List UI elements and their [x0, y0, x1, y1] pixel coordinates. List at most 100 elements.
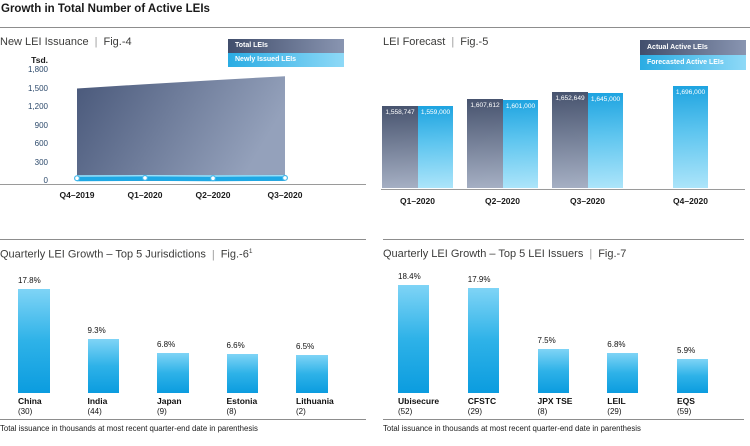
x-axis-label: Q2–2020 [195, 190, 231, 200]
panel-lei-forecast: LEI Forecast | Fig.-5 Actual Active LEIs F… [375, 27, 750, 239]
growth-bar [607, 353, 639, 393]
y-axis-tick: 1,800 [27, 65, 48, 74]
percent-label: 9.3% [87, 325, 106, 335]
chart-title: Quarterly LEI Growth – Top 5 LEI Issuers… [383, 248, 626, 260]
data-point-marker [142, 174, 149, 181]
x-axis-line [0, 184, 366, 185]
growth-bar [226, 354, 258, 393]
title-separator: | [451, 36, 455, 48]
chart-title-text: Quarterly LEI Growth – Top 5 Jurisdictio… [0, 248, 206, 261]
category-sublabel: (29) [467, 407, 483, 416]
growth-bar [467, 288, 499, 393]
chart-title-text: LEI Forecast [383, 36, 446, 48]
growth-bar [157, 353, 189, 393]
percent-label: 18.4% [398, 272, 421, 282]
footnote: Total issuance in thousands at most rece… [383, 424, 641, 433]
percent-label: 6.6% [226, 341, 245, 351]
category-sublabel: (9) [157, 407, 167, 416]
page-title: Growth in Total Number of Active LEIs [1, 3, 210, 15]
actual-active-bar: 1,652,649 [552, 92, 588, 188]
category-sublabel: (8) [226, 407, 237, 416]
data-point-marker [210, 175, 217, 182]
category-sublabel: (44) [87, 407, 102, 416]
y-axis-tick: 0 [43, 176, 48, 185]
growth-bar [677, 358, 708, 393]
percent-label: 5.9% [677, 345, 696, 355]
chart-title: Quarterly LEI Growth – Top 5 Jurisdictio… [0, 248, 252, 261]
bar-value-label: 1,601,000 [505, 102, 536, 110]
header-rule [0, 27, 750, 28]
y-axis-tick: 300 [34, 157, 48, 167]
category-label: Ubisecure [398, 396, 440, 406]
category-label: India [87, 396, 108, 406]
y-axis-tick: 600 [34, 139, 48, 148]
percent-label: 6.8% [607, 340, 626, 350]
x-axis-label: Q4–2020 [673, 196, 708, 206]
category-sublabel: (30) [18, 407, 33, 416]
figure-number: Fig.-5 [460, 36, 489, 48]
section-divider [383, 239, 744, 240]
y-axis-tick: 900 [34, 120, 48, 130]
growth-bar [18, 288, 50, 393]
title-separator: | [211, 248, 215, 261]
x-axis-line [381, 189, 745, 190]
bar-value-label: 1,645,000 [590, 96, 621, 104]
percent-label: 6.5% [296, 342, 315, 351]
figure-number: Fig.-4 [103, 36, 132, 48]
title-separator: | [589, 248, 593, 260]
figure-number: Fig.-6 [220, 248, 249, 261]
category-sublabel: (59) [677, 407, 692, 416]
percent-label: 17.8% [18, 275, 41, 285]
data-point-marker [282, 174, 289, 181]
bar-value-label: 1,652,649 [555, 95, 585, 103]
chart-title: New LEI Issuance | Fig.-4 [0, 36, 132, 48]
forecasted-active-bar: 1,559,000 [418, 106, 453, 188]
category-label: JPX TSE [537, 396, 573, 406]
percent-label: 17.9% [467, 275, 491, 285]
y-axis-tick: 1,500 [27, 83, 48, 93]
panel-top5-lei-issuers: Quarterly LEI Growth – Top 5 LEI Issuers… [375, 239, 750, 446]
legend-item-total-leis: Total LEIs [228, 39, 344, 53]
legend-item-actual-active-leis: Actual Active LEIs [640, 40, 746, 55]
forecasted-active-bar: 1,601,000 [503, 99, 538, 188]
chart-title-text: Quarterly LEI Growth – Top 5 LEI Issuers [383, 248, 584, 260]
area-chart [73, 76, 289, 182]
percent-label: 7.5% [537, 336, 556, 346]
y-axis-tick: 1,200 [27, 102, 48, 111]
category-label: China [18, 396, 42, 406]
category-label: Estonia [226, 396, 258, 406]
legend-item-forecasted-active-leis: Forecasted Active LEIs [640, 55, 746, 70]
category-label: CFSTC [467, 396, 497, 406]
x-axis-label: Q1–2020 [127, 190, 163, 200]
divider [0, 419, 366, 420]
forecasted-active-bar: 1,696,000 [673, 85, 708, 188]
title-separator: | [94, 36, 98, 48]
category-label: LEIL [607, 396, 626, 406]
category-sublabel: (52) [398, 407, 413, 416]
category-label: Japan [157, 396, 182, 406]
chart-title: LEI Forecast | Fig.-5 [383, 36, 488, 48]
panel-top5-jurisdictions: Quarterly LEI Growth – Top 5 Jurisdictio… [0, 239, 366, 446]
x-axis-label: Q2–2020 [485, 196, 520, 206]
category-sublabel: (2) [296, 407, 306, 416]
category-label: EQS [677, 396, 695, 406]
x-axis-label: Q4–2019 [59, 190, 95, 200]
category-label: Lithuania [296, 396, 334, 406]
bar-value-label: 1,696,000 [675, 88, 706, 96]
growth-bar [398, 285, 429, 393]
x-axis-label: Q1–2020 [400, 196, 435, 206]
figure-number: Fig.-7 [598, 248, 627, 260]
y-axis-unit: Tsd. [31, 55, 48, 65]
forecasted-active-bar: 1,645,000 [588, 93, 623, 188]
legend: Total LEIs Newly Issued LEIs [228, 39, 344, 67]
percent-label: 6.8% [157, 340, 176, 350]
figure-footnote-marker: 1 [248, 248, 253, 255]
divider [383, 419, 744, 420]
x-axis-label: Q3–2020 [570, 196, 605, 206]
bar-value-label: 1,558,747 [385, 109, 415, 117]
actual-active-bar: 1,607,612 [467, 98, 503, 188]
bar-value-label: 1,607,612 [470, 101, 500, 109]
footnote: Total issuance in thousands at most rece… [0, 424, 258, 433]
category-sublabel: (29) [607, 407, 622, 416]
